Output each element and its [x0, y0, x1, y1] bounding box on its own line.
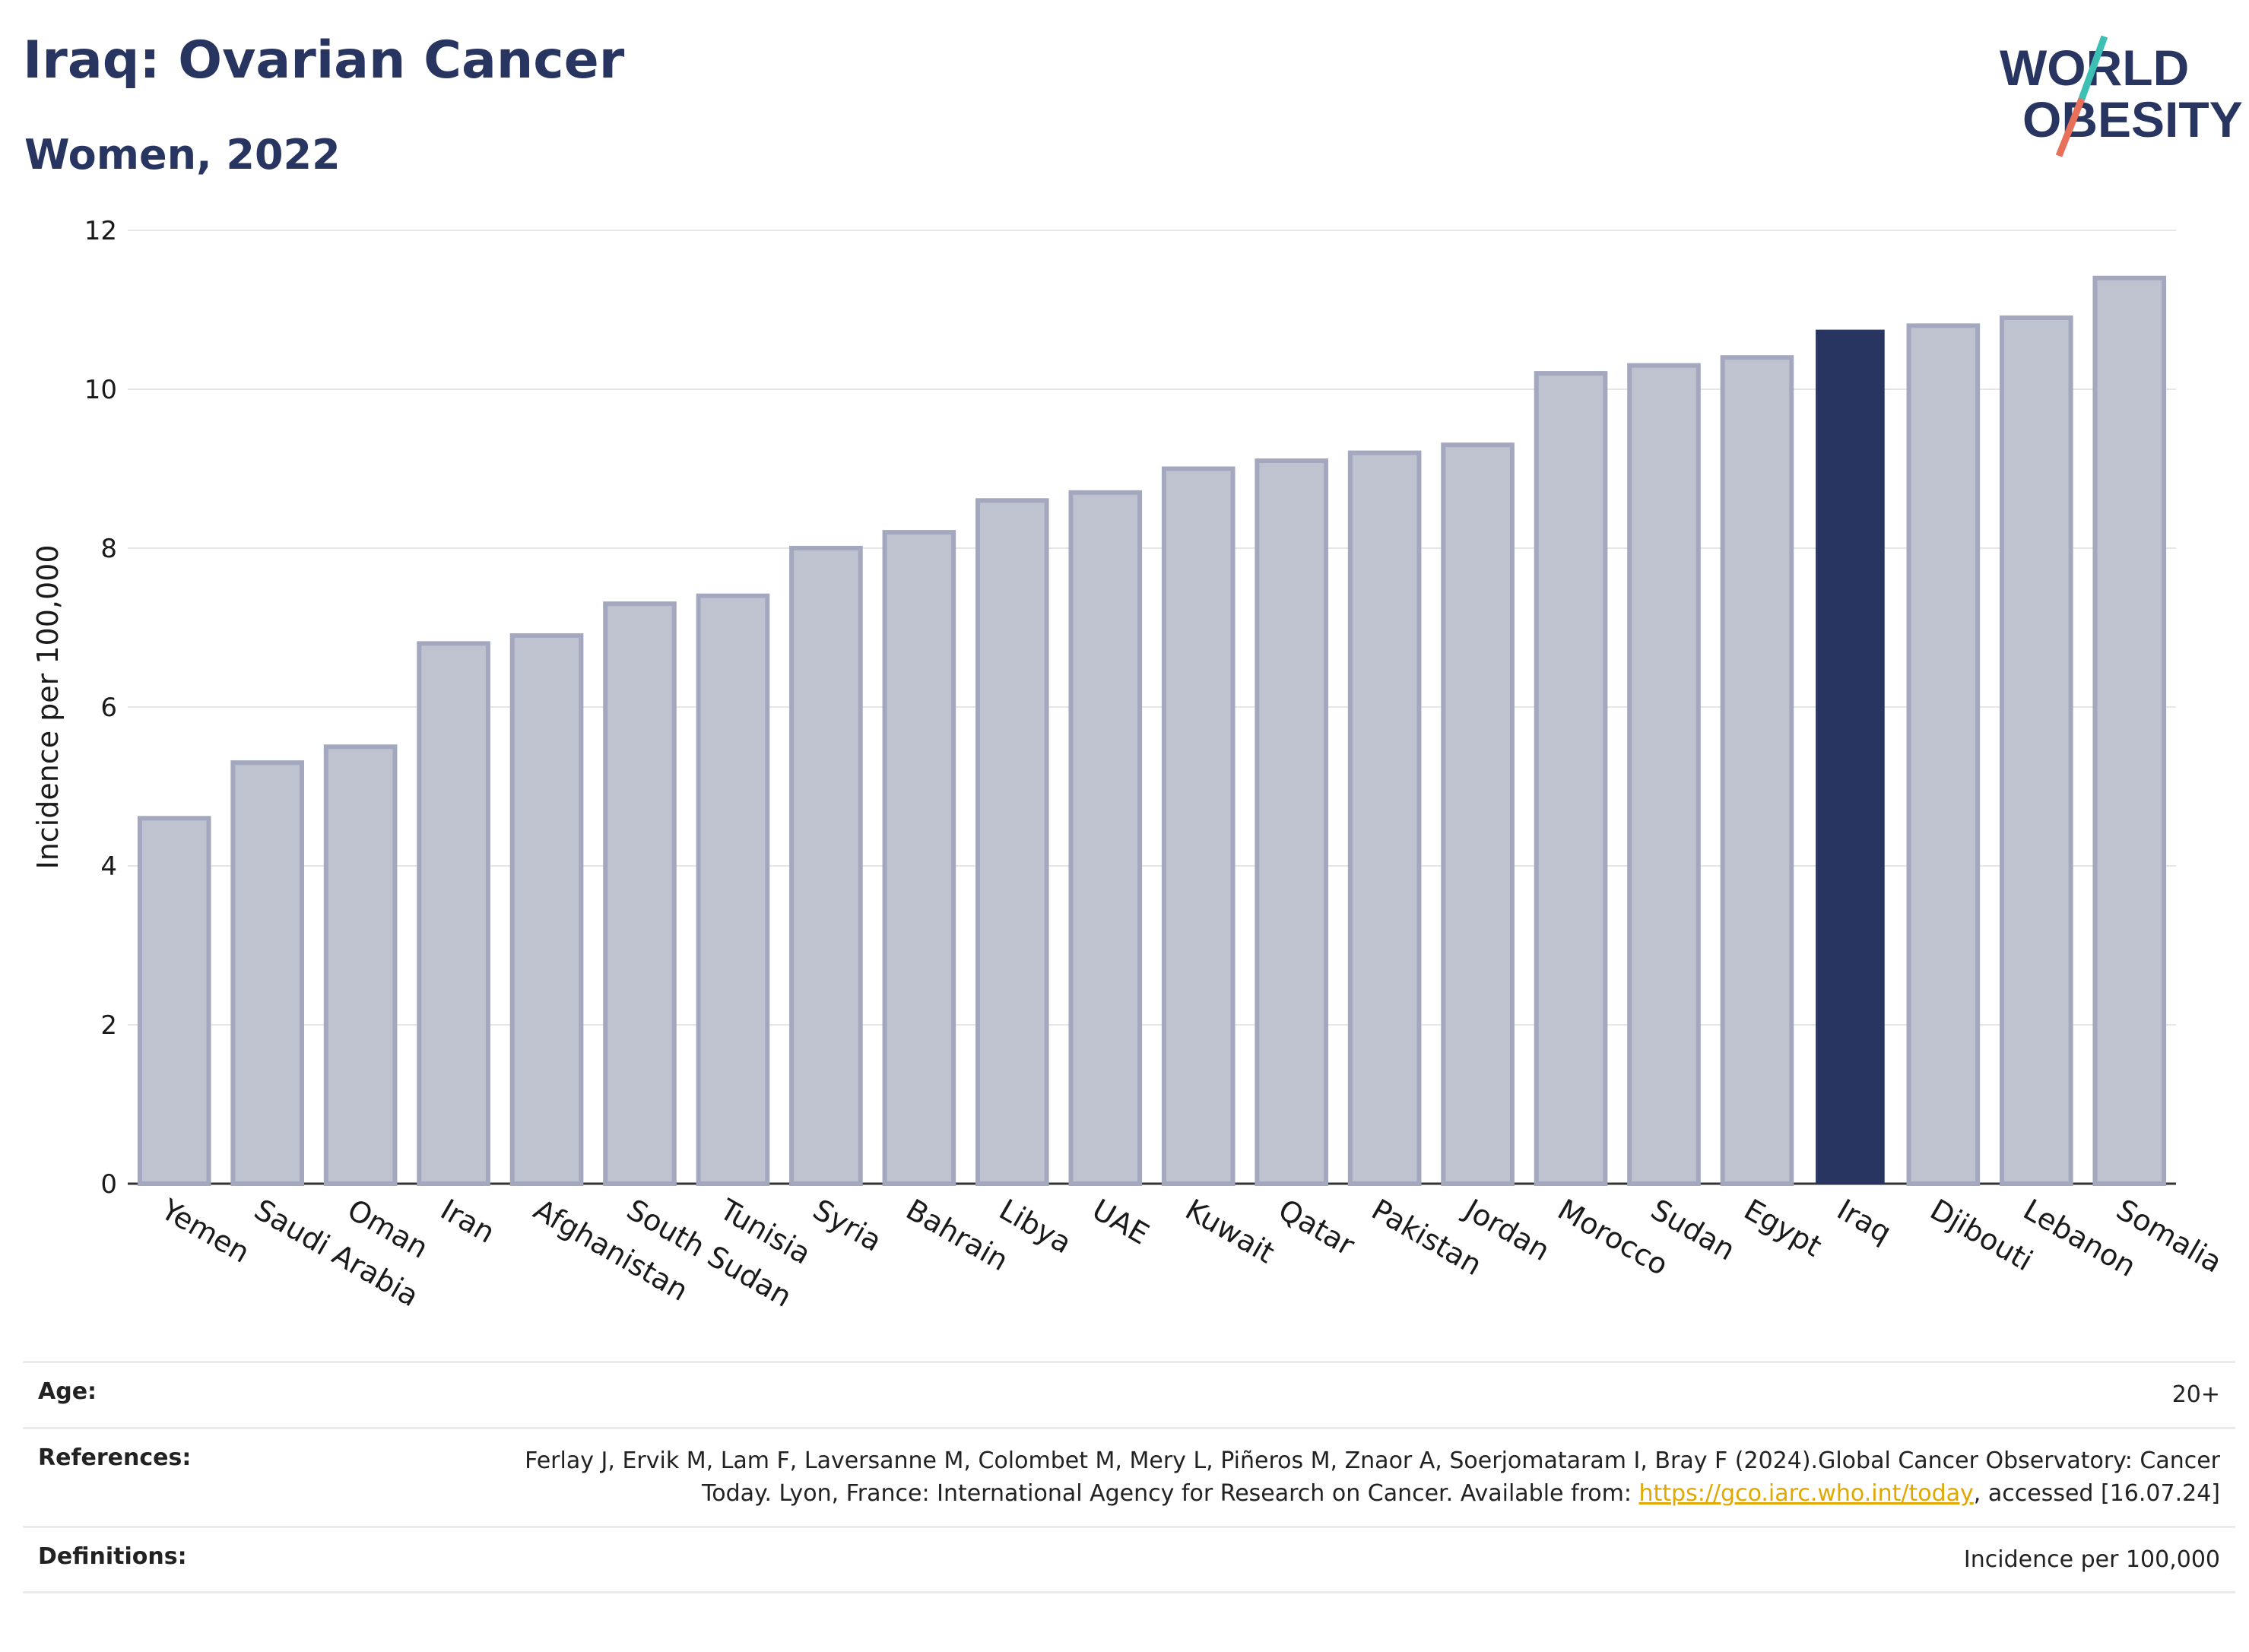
references-text: Ferlay J, Ervik M, Lam F, Laversanne M, …: [525, 1447, 2220, 1508]
age-value: 20+: [433, 1361, 2235, 1428]
x-tick-label: Kuwait: [1180, 1193, 1280, 1270]
bar-qatar: [1255, 458, 1328, 1186]
bar-afghanistan: [509, 633, 584, 1186]
bar-syria: [789, 546, 863, 1186]
bar-somalia: [2092, 275, 2167, 1187]
y-tick-label: 0: [100, 1169, 117, 1200]
age-row: Age: 20+: [23, 1361, 2235, 1428]
logo-slash-coral: [2055, 97, 2086, 157]
bar-jordan: [1441, 442, 1515, 1186]
bar-iran: [417, 641, 490, 1186]
bar-libya: [975, 498, 1049, 1186]
bar-djibouti: [1906, 323, 1981, 1186]
x-tick-label: Qatar: [1273, 1193, 1360, 1263]
y-tick-label: 2: [100, 1010, 117, 1041]
y-tick-label: 4: [100, 851, 117, 882]
bar-lebanon: [2000, 315, 2073, 1187]
definitions-row: Definitions: Incidence per 100,000: [23, 1525, 2235, 1593]
age-label: Age:: [23, 1361, 433, 1428]
bar-oman: [323, 744, 398, 1186]
x-tick-label: Yemen: [155, 1192, 255, 1270]
info-table: Age: 20+ References: Ferlay J, Ervik M, …: [23, 1361, 2235, 1593]
bar-tunisia: [696, 593, 770, 1186]
references-value: Ferlay J, Ervik M, Lam F, Laversanne M, …: [433, 1426, 2235, 1527]
references-suffix: , accessed [16.07.24]: [1973, 1480, 2220, 1507]
x-tick-label: Djibouti: [1924, 1193, 2038, 1278]
world-obesity-logo: WORLD OBESITY: [2000, 35, 2243, 157]
references-link[interactable]: https://gco.iarc.who.int/today: [1638, 1480, 1974, 1507]
y-tick-label: 8: [100, 534, 117, 564]
bar-yemen: [137, 816, 211, 1187]
x-tick-label: Egypt: [1738, 1193, 1827, 1264]
references-row: References: Ferlay J, Ervik M, Lam F, La…: [23, 1426, 2235, 1527]
y-tick-label: 6: [100, 693, 117, 723]
references-label: References:: [23, 1426, 433, 1527]
x-tick-label: Iran: [435, 1193, 500, 1250]
y-tick-label: 10: [84, 375, 117, 405]
page-subtitle: Women, 2022: [24, 131, 341, 179]
bar-sudan: [1627, 363, 1701, 1186]
y-axis-ticks: 0 2 4 6 8 10 12: [84, 216, 117, 1200]
bar-bahrain: [882, 530, 956, 1186]
x-tick-label: Bahrain: [900, 1193, 1013, 1278]
logo-line2: OBESITY: [2022, 91, 2243, 147]
bar-kuwait: [1161, 466, 1236, 1186]
definitions-label: Definitions:: [23, 1525, 433, 1593]
bar-iraq: [1816, 329, 1885, 1184]
bar-egypt: [1720, 355, 1794, 1187]
x-tick-label: Iraq: [1832, 1193, 1897, 1250]
bar-morocco: [1534, 371, 1608, 1187]
y-axis-label: Incidence per 100,000: [31, 544, 65, 869]
bars: [137, 275, 2167, 1187]
logo-slash-teal: [2078, 35, 2108, 100]
x-tick-label: UAE: [1086, 1193, 1154, 1251]
bar-uae: [1068, 490, 1143, 1186]
x-tick-label: Syria: [807, 1193, 887, 1258]
page-title: Iraq: Ovarian Cancer: [23, 30, 625, 90]
bar-south-sudan: [603, 601, 677, 1186]
bar-pakistan: [1347, 450, 1422, 1186]
definitions-value: Incidence per 100,000: [433, 1525, 2235, 1593]
bar-saudi-arabia: [230, 760, 304, 1186]
y-tick-label: 12: [84, 216, 117, 246]
